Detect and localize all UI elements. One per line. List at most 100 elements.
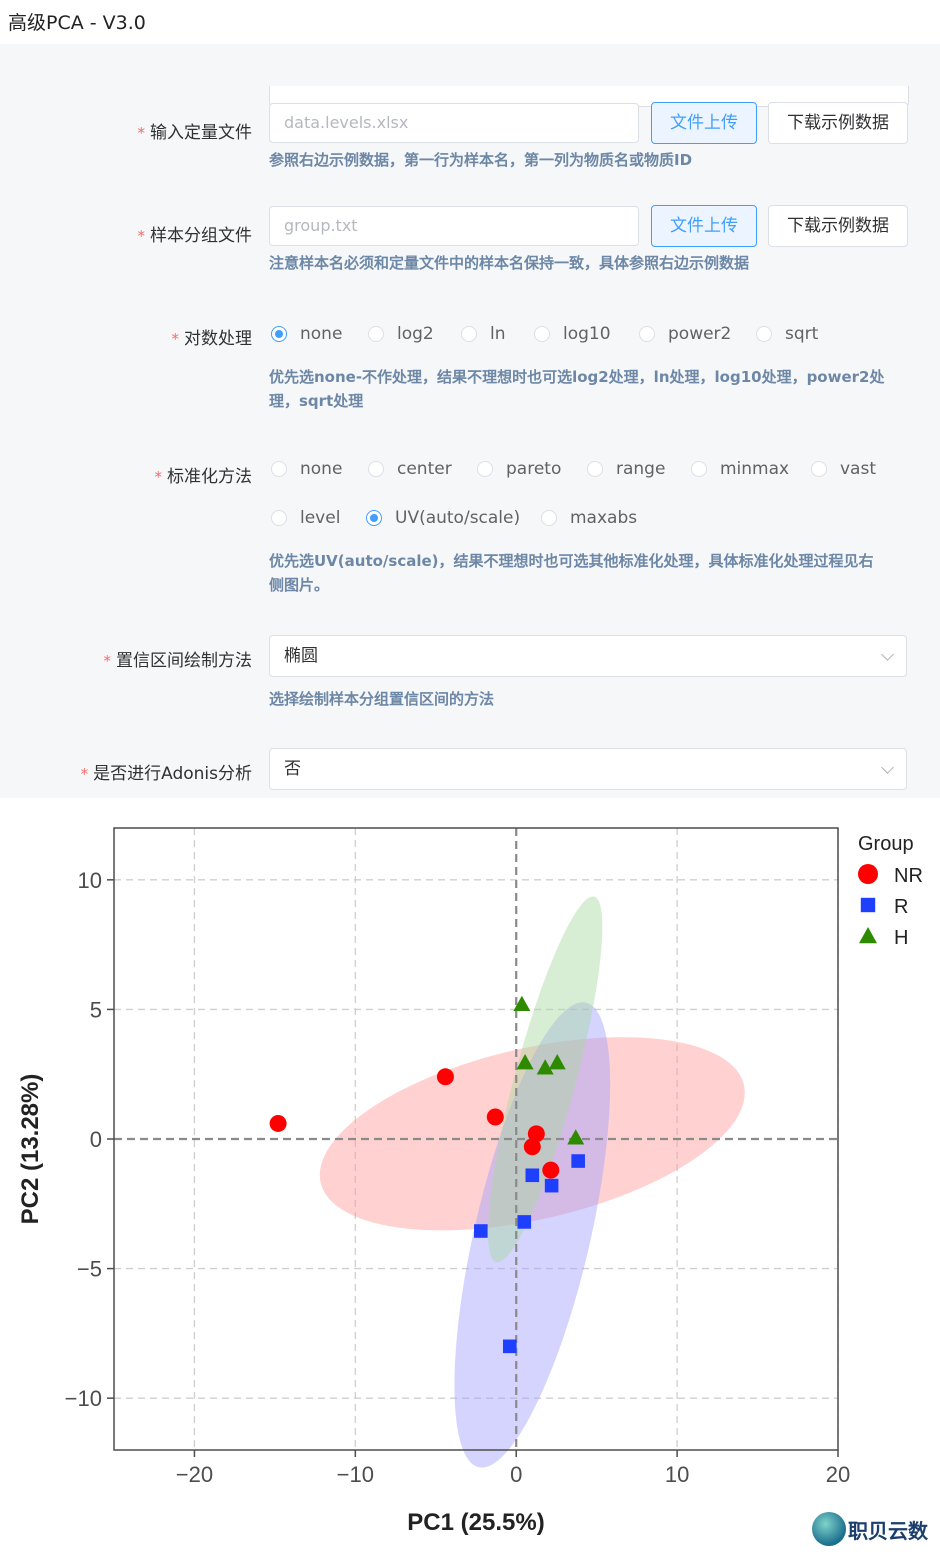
x-tick-label: 0 xyxy=(510,1462,522,1487)
log-option-log2[interactable]: log2 xyxy=(368,324,434,344)
radio-icon xyxy=(756,326,772,342)
required-star-icon: * xyxy=(137,124,146,142)
required-star-icon: * xyxy=(154,468,163,486)
data-point-r xyxy=(474,1224,488,1238)
y-axis-label: PC2 (13.28%) xyxy=(17,1074,44,1225)
scale-option-vast[interactable]: vast xyxy=(811,459,876,479)
scale-option-none[interactable]: none xyxy=(271,459,342,479)
log-option-ln[interactable]: ln xyxy=(461,324,506,344)
x-tick-label: 20 xyxy=(826,1462,850,1487)
scaling-hint: 优先选UV(auto/scale)，结果不理想时也可选其他标准化处理，具体标准化… xyxy=(269,552,874,594)
adonis-select[interactable]: 否 xyxy=(269,748,907,790)
data-point-nr xyxy=(542,1161,560,1179)
data-point-nr xyxy=(523,1138,541,1156)
legend-label-r: R xyxy=(894,896,908,918)
required-star-icon: * xyxy=(103,652,112,670)
quant-file-input[interactable]: data.levels.xlsx xyxy=(269,103,639,143)
data-point-h xyxy=(536,1059,554,1075)
ci-method-select[interactable]: 椭圆 xyxy=(269,635,907,677)
log-option-log10[interactable]: log10 xyxy=(534,324,611,344)
data-point-h xyxy=(548,1054,566,1070)
scale-option-maxabs[interactable]: maxabs xyxy=(541,508,637,528)
data-point-nr xyxy=(269,1114,287,1132)
radio-icon xyxy=(461,326,477,342)
log-transform-label: * 对数处理 xyxy=(171,329,253,349)
radio-icon xyxy=(271,510,287,526)
y-tick-label: −10 xyxy=(65,1386,102,1411)
data-point-r xyxy=(502,1339,517,1354)
scale-option-uv[interactable]: UV(auto/scale) xyxy=(366,508,520,528)
chevron-down-icon xyxy=(881,761,894,774)
data-point-r xyxy=(544,1178,559,1193)
x-axis-label: PC1 (25.5%) xyxy=(407,1509,544,1536)
legend-key-nr xyxy=(858,864,878,884)
title-bar: 高级PCA - V3.0 xyxy=(0,0,940,44)
ci-method-label: * 置信区间绘制方法 xyxy=(103,651,253,671)
radio-icon xyxy=(271,461,287,477)
x-tick-label: −20 xyxy=(176,1462,213,1487)
y-tick-label: −5 xyxy=(77,1257,102,1282)
x-tick-label: −10 xyxy=(337,1462,374,1487)
scale-option-minmax[interactable]: minmax xyxy=(691,459,789,479)
radio-icon xyxy=(811,461,827,477)
scale-option-range[interactable]: range xyxy=(587,459,665,479)
legend-key-h xyxy=(859,927,877,944)
required-star-icon: * xyxy=(80,765,89,783)
pca-score-plot: −20 −10 0 10 20 −10 −5 0 5 10 PC1 (25.5%) PC2 (13… xyxy=(17,827,923,1536)
data-point-nr xyxy=(527,1125,545,1143)
watermark: 职贝云数 xyxy=(812,1512,928,1546)
group-file-hint: 注意样本名必须和定量文件中的样本名保持一致，具体参照右边示例数据 xyxy=(269,254,750,272)
group-file-label: * 样本分组文件 xyxy=(137,226,253,246)
y-tick-label: 10 xyxy=(78,868,102,893)
scaling-method-label: * 标准化方法 xyxy=(154,467,253,487)
watermark-text: 职贝云数 xyxy=(848,1518,928,1543)
radio-icon xyxy=(534,326,550,342)
data-point-r xyxy=(525,1168,540,1183)
data-point-r xyxy=(571,1154,585,1168)
group-file-upload-button[interactable]: 文件上传 xyxy=(651,205,757,247)
required-star-icon: * xyxy=(137,227,146,245)
data-point-h xyxy=(513,995,531,1012)
quant-file-download-example-button[interactable]: 下载示例数据 xyxy=(768,102,908,144)
data-point-r xyxy=(517,1215,532,1229)
confidence-ellipse-r xyxy=(454,1002,611,1468)
scale-option-center[interactable]: center xyxy=(368,459,452,479)
radio-icon xyxy=(691,461,707,477)
radio-selected-icon xyxy=(271,326,287,342)
legend-title: Group xyxy=(858,833,914,855)
scale-option-level[interactable]: level xyxy=(271,508,340,528)
scale-option-pareto[interactable]: pareto xyxy=(477,459,561,479)
legend: Group NR RH xyxy=(858,833,923,949)
group-file-input[interactable]: group.txt xyxy=(269,206,639,246)
log-option-none[interactable]: none xyxy=(271,324,342,344)
quant-file-hint: 参照右边示例数据，第一行为样本名，第一列为物质名或物质ID xyxy=(269,151,693,169)
radio-icon xyxy=(587,461,603,477)
log-option-sqrt[interactable]: sqrt xyxy=(756,324,818,344)
y-tick-label: 0 xyxy=(90,1127,102,1152)
data-point-nr xyxy=(436,1068,454,1086)
parameter-form: * 输入定量文件 data.levels.xlsx 文件上传 下载示例数据 参照右… xyxy=(0,44,940,798)
quant-file-label: * 输入定量文件 xyxy=(137,123,253,143)
legend-label-h: H xyxy=(894,927,908,949)
data-point-nr xyxy=(486,1108,504,1126)
y-tick-label: 5 xyxy=(90,997,102,1022)
legend-key-r xyxy=(860,897,876,913)
globe-logo-icon xyxy=(812,1512,846,1546)
group-file-download-example-button[interactable]: 下载示例数据 xyxy=(768,205,908,247)
log-option-power2[interactable]: power2 xyxy=(639,324,731,344)
adonis-label: * 是否进行Adonis分析 xyxy=(80,764,252,784)
required-star-icon: * xyxy=(171,330,180,348)
legend-label-nr: NR xyxy=(894,865,923,887)
radio-selected-icon xyxy=(366,510,382,526)
radio-icon xyxy=(368,461,384,477)
ci-method-hint: 选择绘制样本分组置信区间的方法 xyxy=(269,690,495,708)
radio-icon xyxy=(541,510,557,526)
quant-file-upload-button[interactable]: 文件上传 xyxy=(651,102,757,144)
page-title: 高级PCA - V3.0 xyxy=(8,12,146,34)
radio-icon xyxy=(368,326,384,342)
data-point-h xyxy=(567,1129,585,1145)
radio-icon xyxy=(477,461,493,477)
x-tick-label: 10 xyxy=(665,1462,689,1487)
log-hint: 优先选none-不作处理，结果不理想时也可选log2处理，ln处理，log10处… xyxy=(269,368,885,410)
chevron-down-icon xyxy=(881,648,894,661)
